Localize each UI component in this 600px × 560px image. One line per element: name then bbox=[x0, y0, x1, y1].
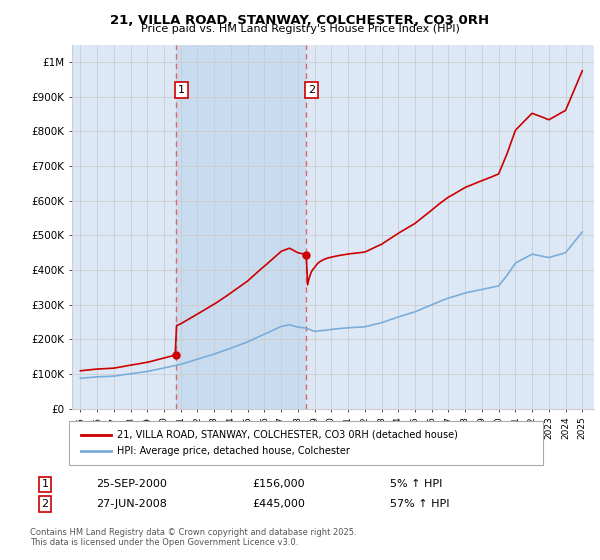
Text: 21, VILLA ROAD, STANWAY, COLCHESTER, CO3 0RH: 21, VILLA ROAD, STANWAY, COLCHESTER, CO3… bbox=[110, 14, 490, 27]
Text: 1: 1 bbox=[178, 85, 185, 95]
Text: 5% ↑ HPI: 5% ↑ HPI bbox=[390, 479, 442, 489]
Text: 25-SEP-2000: 25-SEP-2000 bbox=[96, 479, 167, 489]
Text: £156,000: £156,000 bbox=[252, 479, 305, 489]
Text: 2: 2 bbox=[308, 85, 315, 95]
Text: 1: 1 bbox=[41, 479, 49, 489]
Text: Price paid vs. HM Land Registry's House Price Index (HPI): Price paid vs. HM Land Registry's House … bbox=[140, 24, 460, 34]
Text: HPI: Average price, detached house, Colchester: HPI: Average price, detached house, Colc… bbox=[117, 446, 350, 456]
Text: 21, VILLA ROAD, STANWAY, COLCHESTER, CO3 0RH (detached house): 21, VILLA ROAD, STANWAY, COLCHESTER, CO3… bbox=[117, 430, 458, 440]
Text: 2: 2 bbox=[41, 499, 49, 509]
Text: £445,000: £445,000 bbox=[252, 499, 305, 509]
Text: 57% ↑ HPI: 57% ↑ HPI bbox=[390, 499, 449, 509]
Bar bbox=[176, 45, 306, 409]
Text: Contains HM Land Registry data © Crown copyright and database right 2025.
This d: Contains HM Land Registry data © Crown c… bbox=[30, 528, 356, 547]
Text: 27-JUN-2008: 27-JUN-2008 bbox=[96, 499, 167, 509]
